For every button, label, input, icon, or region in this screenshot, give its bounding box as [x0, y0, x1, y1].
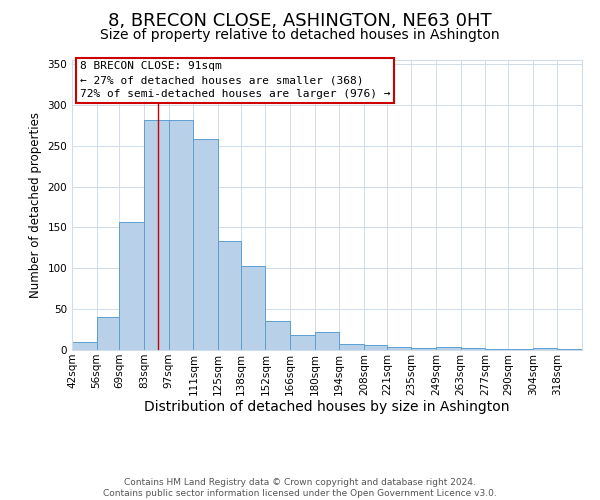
Bar [412, 348, 436, 350]
Text: 8, BRECON CLOSE, ASHINGTON, NE63 0HT: 8, BRECON CLOSE, ASHINGTON, NE63 0HT [108, 12, 492, 30]
Bar [461, 348, 485, 350]
Bar [533, 348, 557, 350]
Bar [97, 316, 119, 350]
Bar [557, 349, 582, 350]
X-axis label: Distribution of detached houses by size in Ashington: Distribution of detached houses by size … [144, 400, 510, 414]
Bar [314, 332, 340, 350]
Bar [169, 120, 193, 350]
Bar [241, 266, 265, 350]
Bar [364, 345, 387, 350]
Bar [290, 336, 314, 350]
Bar [265, 320, 290, 350]
Bar [144, 120, 169, 350]
Bar [119, 222, 144, 350]
Text: Size of property relative to detached houses in Ashington: Size of property relative to detached ho… [100, 28, 500, 42]
Bar [485, 349, 508, 350]
Bar [193, 139, 218, 350]
Bar [218, 242, 241, 350]
Bar [436, 346, 461, 350]
Bar [340, 344, 364, 350]
Bar [508, 349, 533, 350]
Bar [387, 346, 412, 350]
Bar [72, 342, 97, 350]
Y-axis label: Number of detached properties: Number of detached properties [29, 112, 42, 298]
Text: 8 BRECON CLOSE: 91sqm
← 27% of detached houses are smaller (368)
72% of semi-det: 8 BRECON CLOSE: 91sqm ← 27% of detached … [80, 62, 390, 100]
Text: Contains HM Land Registry data © Crown copyright and database right 2024.
Contai: Contains HM Land Registry data © Crown c… [103, 478, 497, 498]
